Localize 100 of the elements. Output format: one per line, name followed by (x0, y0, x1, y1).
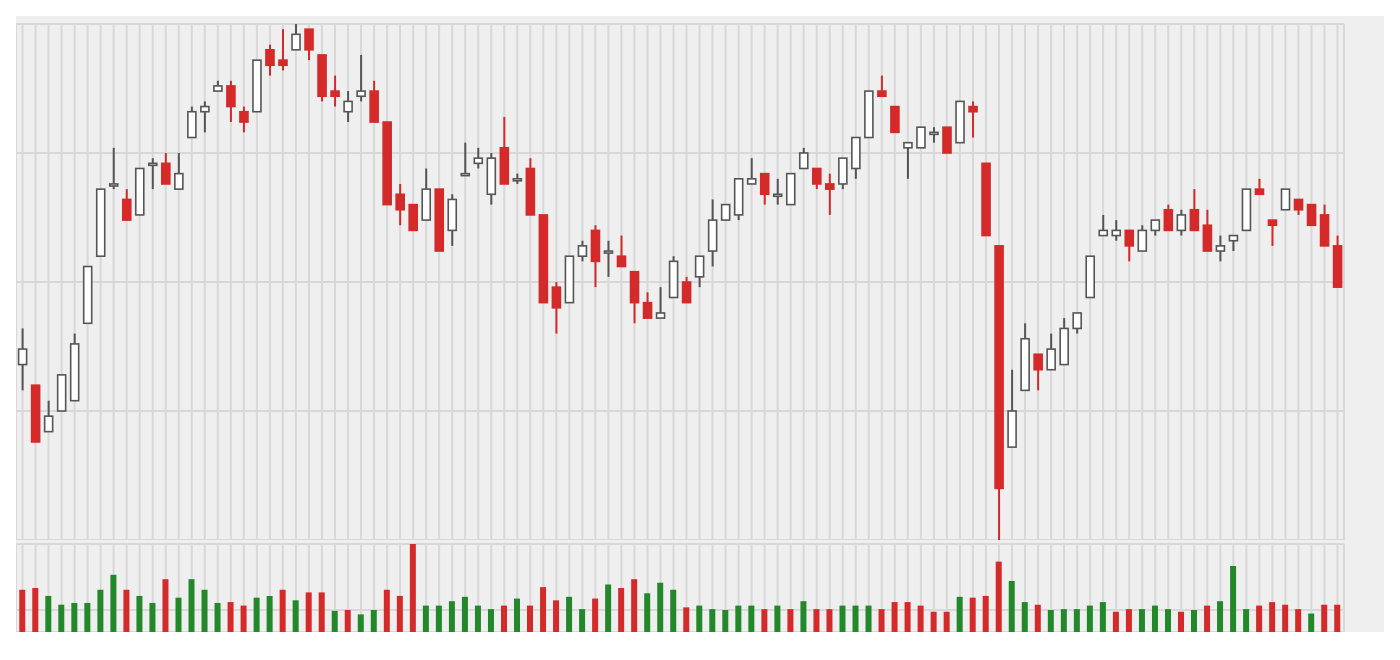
bar (84, 602, 91, 632)
candlestick (577, 239, 588, 263)
candlestick (1033, 353, 1043, 392)
bar (735, 605, 742, 632)
bar (32, 588, 39, 632)
candlestick (148, 157, 158, 191)
bar (357, 614, 364, 632)
candlestick (43, 399, 54, 433)
bar (422, 605, 429, 632)
candlestick (603, 239, 614, 278)
candlestick (499, 115, 510, 185)
bar (605, 584, 612, 632)
bar (657, 582, 664, 632)
bar (1099, 602, 1106, 632)
bar (1151, 605, 1158, 632)
candlestick (1215, 234, 1226, 263)
bar (45, 595, 52, 632)
candlestick (421, 167, 432, 222)
candlestick (590, 224, 601, 289)
bar (344, 610, 351, 632)
candlestick (877, 74, 887, 98)
bar (396, 595, 403, 632)
candlestick (668, 255, 679, 299)
candlestick (239, 105, 249, 134)
candlestick (1085, 255, 1096, 299)
bar (188, 579, 195, 632)
candlestick (1332, 234, 1343, 289)
bar (136, 595, 143, 632)
bar (266, 595, 273, 632)
bar (527, 605, 534, 632)
bar (566, 596, 573, 632)
bar (748, 605, 755, 632)
candlestick (942, 126, 952, 154)
bar (696, 605, 703, 632)
bar (813, 609, 820, 632)
bar (71, 602, 78, 632)
bar (435, 605, 442, 632)
candlestick (1202, 208, 1213, 253)
bar (579, 609, 586, 632)
bar (1034, 604, 1041, 632)
bar (852, 605, 859, 632)
candlestick (525, 157, 536, 216)
candlestick (343, 90, 353, 124)
candlestick (174, 152, 184, 191)
candlestick (304, 28, 314, 62)
bar (956, 596, 963, 632)
candlestick (642, 291, 653, 320)
candlestick (707, 198, 718, 268)
candlestick (681, 275, 692, 304)
bar (982, 595, 989, 632)
bar (865, 605, 872, 632)
bar (240, 605, 247, 632)
candlestick (955, 100, 965, 144)
bar (383, 589, 390, 632)
bar (1178, 611, 1184, 632)
bar (1191, 610, 1198, 632)
bar (787, 609, 794, 632)
bar (553, 600, 560, 632)
bar (253, 597, 260, 632)
bar (97, 589, 104, 632)
bar (1021, 602, 1028, 632)
candlestick (551, 281, 562, 335)
candlestick (121, 188, 132, 222)
candlestick (291, 23, 301, 51)
candlestick (17, 327, 28, 392)
bar (1073, 609, 1080, 632)
bar (1282, 604, 1289, 632)
bar (1125, 609, 1132, 632)
bar (448, 601, 455, 632)
bar (1334, 604, 1341, 632)
bar (1295, 609, 1302, 632)
bar (487, 609, 494, 632)
bar (1269, 602, 1276, 632)
candlestick (447, 193, 458, 247)
bar (891, 602, 898, 632)
candlestick (1241, 188, 1252, 232)
candlestick (226, 79, 236, 124)
bar (474, 605, 481, 632)
candlestick (108, 146, 119, 191)
candlestick (1124, 229, 1135, 263)
bar (1138, 609, 1145, 632)
bar (1008, 580, 1015, 632)
bar (58, 604, 65, 632)
bar (305, 592, 312, 632)
bar (123, 589, 130, 632)
bar (592, 598, 599, 632)
bar (1047, 610, 1054, 632)
bar (175, 597, 182, 632)
candlestick (56, 374, 67, 412)
candlestick (1176, 208, 1187, 237)
bar (1204, 605, 1211, 632)
bar (1164, 609, 1171, 632)
bar (1230, 566, 1237, 632)
candlestick (473, 146, 484, 170)
candlestick (1007, 368, 1017, 449)
candlestick (356, 53, 366, 103)
candlestick (1137, 224, 1148, 253)
bar (162, 579, 169, 632)
bar (149, 602, 156, 632)
candlestick (1319, 203, 1330, 247)
